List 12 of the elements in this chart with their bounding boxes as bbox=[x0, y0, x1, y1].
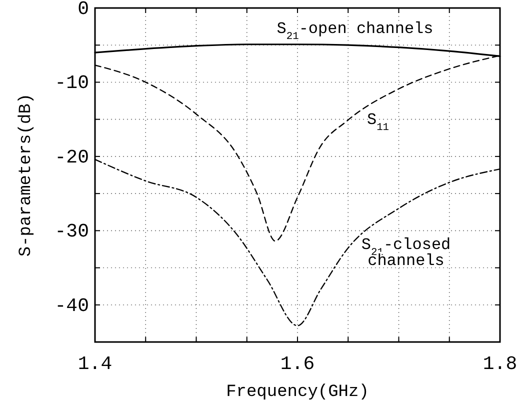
x-tick-label: 1.8 bbox=[482, 353, 518, 375]
y-tick-label: -30 bbox=[54, 220, 89, 243]
y-tick-label: -20 bbox=[54, 146, 89, 168]
y-tick-label: -10 bbox=[54, 72, 89, 94]
y-tick-label: 0 bbox=[78, 0, 89, 20]
legend-label: S$_{21}$-open channels bbox=[276, 20, 434, 43]
x-tick-label: 1.4 bbox=[78, 353, 112, 375]
x-axis-title: Frequency(GHz) bbox=[226, 383, 369, 400]
series-label: S$_{11}$ bbox=[366, 111, 390, 134]
y-tick-label: -40 bbox=[54, 294, 89, 317]
y-axis-title: S-parameters(dB) bbox=[17, 93, 36, 257]
x-tick-label: 1.6 bbox=[280, 353, 315, 375]
